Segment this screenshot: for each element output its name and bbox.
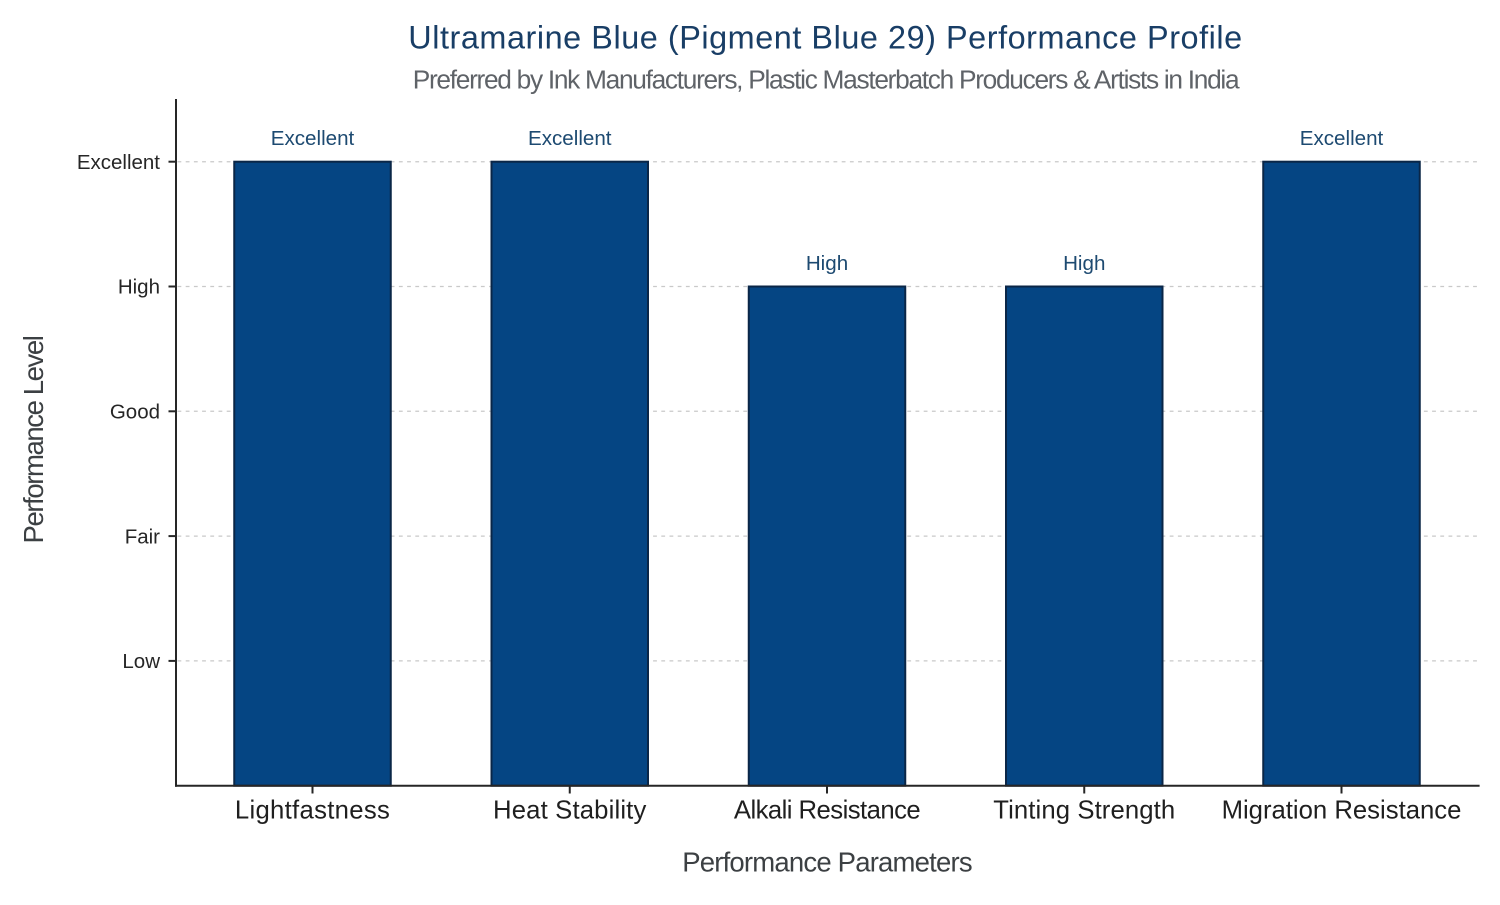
svg-text:High: High	[118, 276, 160, 299]
svg-text:Lightfastness: Lightfastness	[235, 797, 390, 825]
svg-text:High: High	[806, 252, 848, 275]
svg-text:Excellent: Excellent	[528, 127, 612, 150]
svg-text:Good: Good	[110, 401, 160, 424]
svg-text:Ultramarine Blue (Pigment Blue: Ultramarine Blue (Pigment Blue 29) Perfo…	[408, 20, 1242, 56]
svg-text:Tinting Strength: Tinting Strength	[993, 797, 1175, 825]
svg-text:Excellent: Excellent	[1300, 127, 1384, 150]
svg-text:Heat Stability: Heat Stability	[493, 797, 646, 825]
svg-text:Migration Resistance: Migration Resistance	[1222, 797, 1462, 825]
svg-text:Excellent: Excellent	[77, 151, 160, 174]
svg-text:Performance Parameters: Performance Parameters	[682, 847, 972, 878]
svg-text:Fair: Fair	[125, 525, 160, 548]
svg-text:Alkali Resistance: Alkali Resistance	[734, 797, 921, 825]
svg-text:Excellent: Excellent	[271, 127, 355, 150]
svg-text:Performance Level: Performance Level	[18, 336, 49, 543]
svg-text:High: High	[1063, 252, 1105, 275]
svg-text:Preferred by Ink Manufacturers: Preferred by Ink Manufacturers, Plastic …	[413, 65, 1240, 95]
svg-text:Low: Low	[122, 650, 160, 673]
